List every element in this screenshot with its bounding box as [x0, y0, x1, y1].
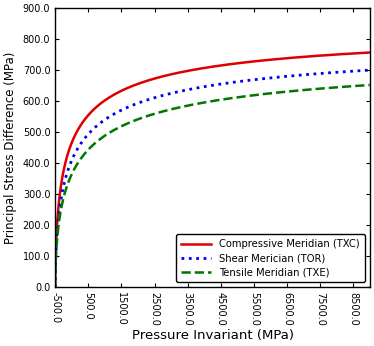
Shear Merician (TOR) — [89, 129, 94, 133]
Compressive Meridian (TXC) — [187, 69, 192, 73]
Compressive Meridian (TXC) — [89, 110, 94, 114]
Tensile Meridian (TXE) — [89, 145, 94, 149]
Tensile Meridian (TXE) — [361, 83, 366, 88]
Shear Merician (TOR) — [187, 87, 192, 91]
Shear Merician (TOR) — [53, 285, 58, 289]
Shear Merician (TOR) — [107, 115, 112, 119]
Shear Merician (TOR) — [174, 90, 178, 94]
Tensile Meridian (TXE) — [53, 285, 58, 289]
Tensile Meridian (TXE) — [328, 86, 332, 90]
Tensile Meridian (TXE) — [174, 106, 178, 110]
Compressive Meridian (TXC) — [361, 51, 366, 55]
Compressive Meridian (TXC) — [368, 51, 372, 55]
Y-axis label: Principal Stress Difference (MPa): Principal Stress Difference (MPa) — [4, 52, 17, 244]
Shear Merician (TOR) — [328, 71, 332, 75]
Tensile Meridian (TXE) — [368, 83, 372, 87]
Line: Shear Merician (TOR): Shear Merician (TOR) — [55, 70, 370, 287]
X-axis label: Pressure Invariant (MPa): Pressure Invariant (MPa) — [132, 329, 294, 342]
Line: Tensile Meridian (TXE): Tensile Meridian (TXE) — [55, 85, 370, 287]
Line: Compressive Meridian (TXC): Compressive Meridian (TXC) — [55, 53, 370, 287]
Shear Merician (TOR) — [361, 69, 366, 73]
Compressive Meridian (TXC) — [174, 71, 178, 75]
Tensile Meridian (TXE) — [107, 130, 112, 135]
Legend: Compressive Meridian (TXC), Shear Merician (TOR), Tensile Meridian (TXE): Compressive Meridian (TXC), Shear Merici… — [176, 234, 365, 282]
Compressive Meridian (TXC) — [53, 285, 58, 289]
Compressive Meridian (TXC) — [328, 53, 332, 57]
Tensile Meridian (TXE) — [187, 103, 192, 107]
Shear Merician (TOR) — [368, 68, 372, 72]
Compressive Meridian (TXC) — [107, 95, 112, 99]
